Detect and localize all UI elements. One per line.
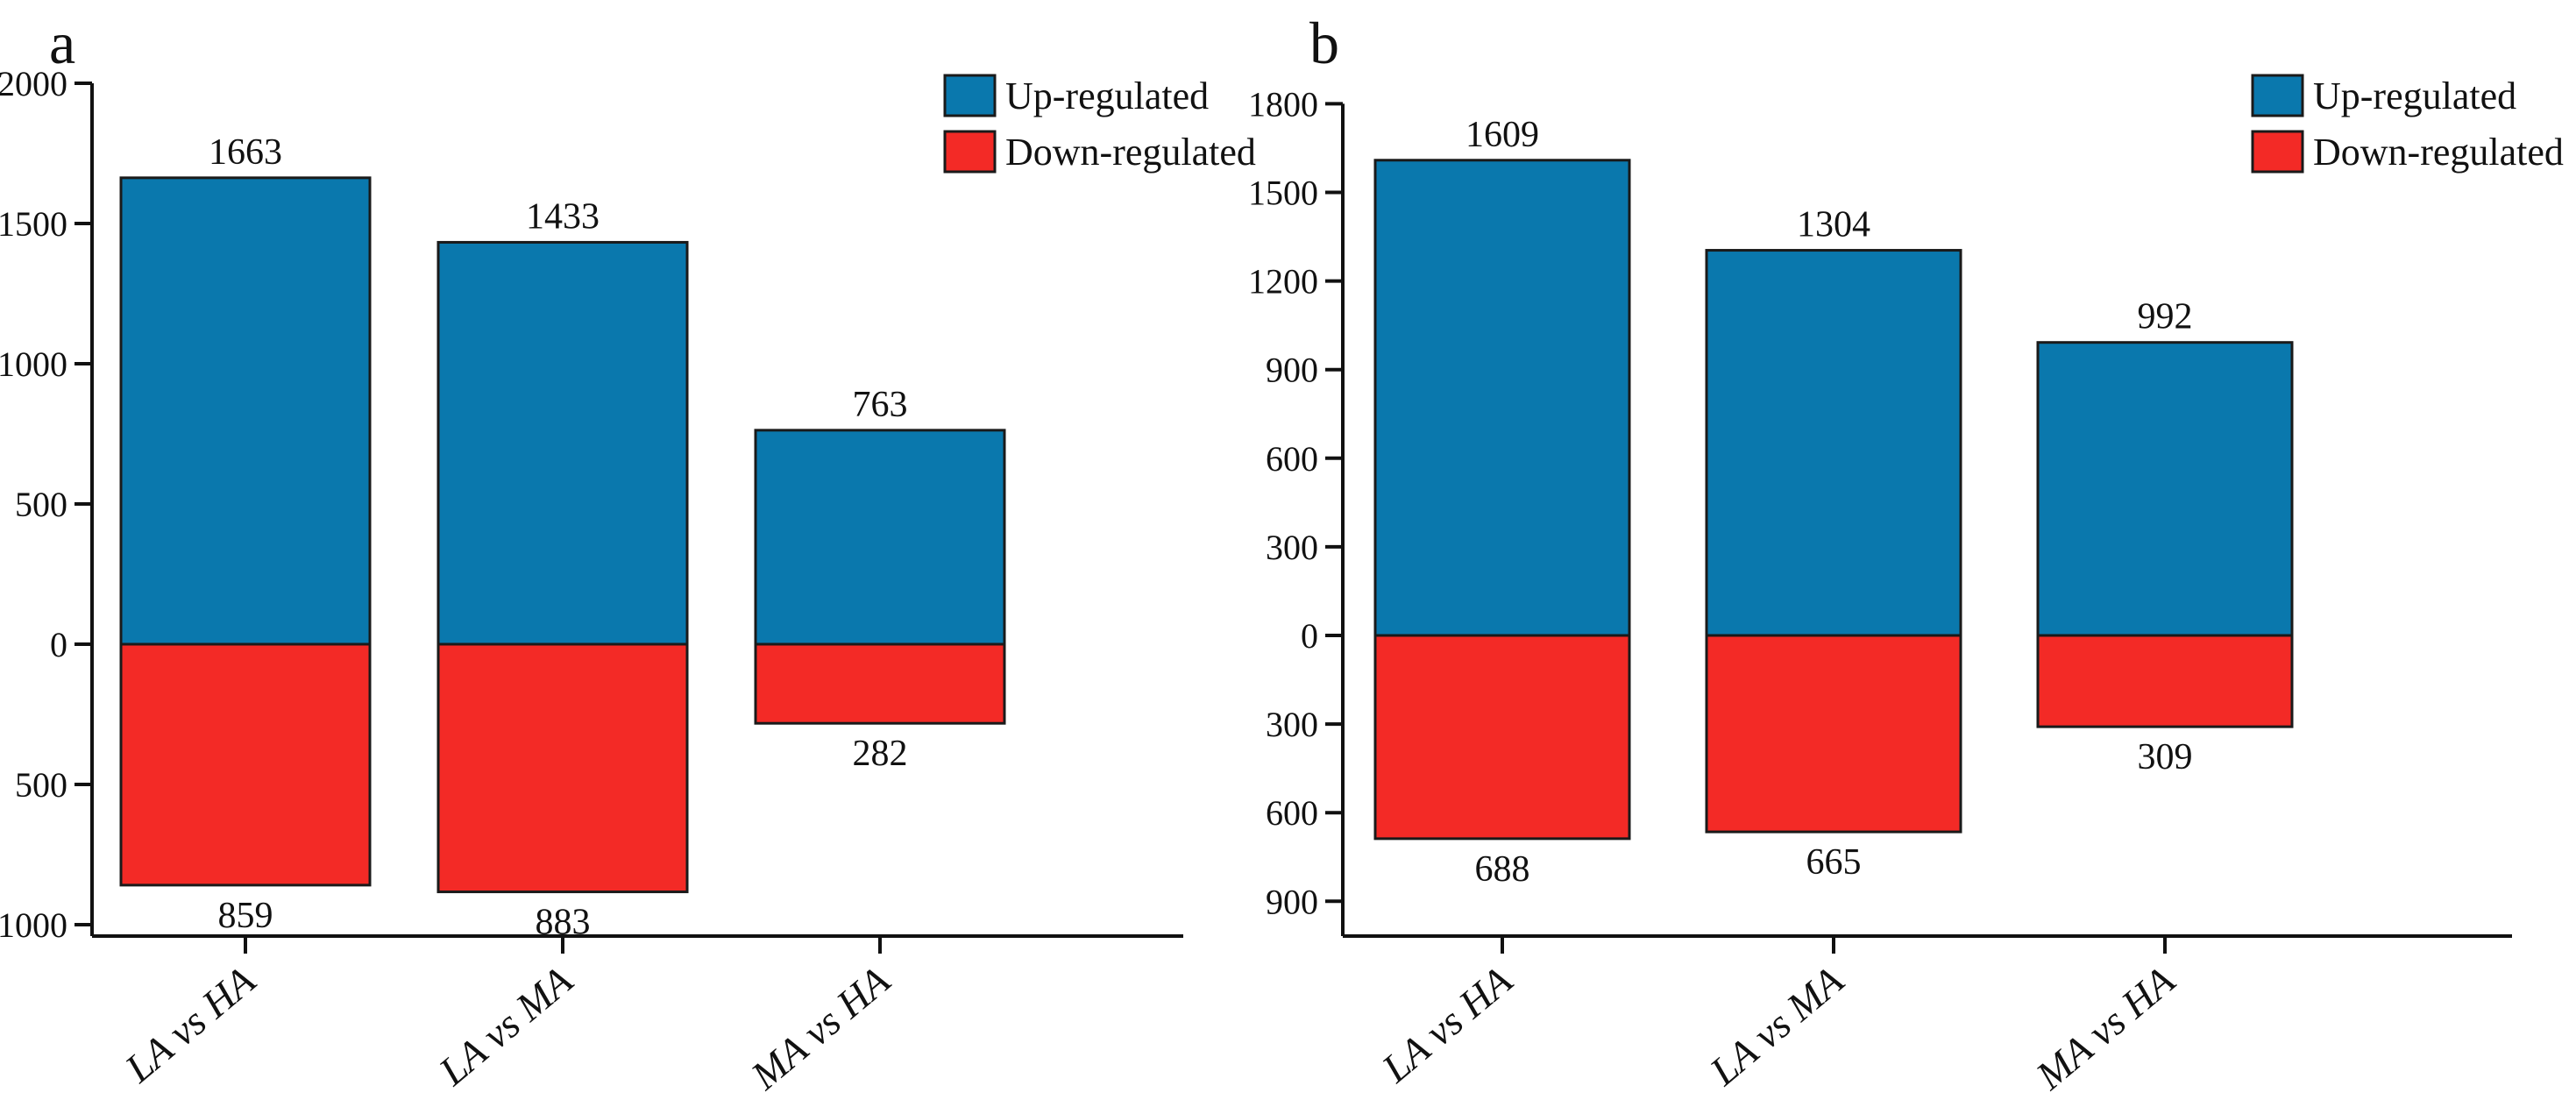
bar-value-down: 282 xyxy=(853,734,908,774)
x-category-label: MA vs HA xyxy=(2027,957,2183,1098)
bar-value-up: 992 xyxy=(2138,297,2193,337)
bar-value-down: 859 xyxy=(218,896,273,936)
x-category-label: MA vs HA xyxy=(742,957,898,1098)
bar-up-ma-vs-ha xyxy=(2036,341,2294,637)
x-category-label: LA vs MA xyxy=(1701,957,1853,1094)
bar-value-down: 309 xyxy=(2138,737,2193,777)
y-tick-label: 500 xyxy=(15,485,67,524)
y-tick-label: 600 xyxy=(1266,439,1318,479)
bar-value-up: 1609 xyxy=(1465,115,1539,155)
legend-label: Up-regulated xyxy=(1005,75,1209,117)
bar-up-la-vs-ha xyxy=(1373,159,1631,637)
y-tick-label: 2000 xyxy=(0,64,67,103)
y-tick-label: 1000 xyxy=(0,905,67,945)
bar-down-ma-vs-ha xyxy=(754,642,1006,725)
y-tick-label: 1200 xyxy=(1248,262,1318,302)
y-tick-label: 0 xyxy=(1301,616,1318,656)
legend-label: Down-regulated xyxy=(1005,131,1256,174)
panel-label-b: b xyxy=(1309,10,1339,76)
y-tick-label: 500 xyxy=(15,765,67,805)
x-category-label: LA vs MA xyxy=(430,957,582,1094)
legend-label: Up-regulated xyxy=(2313,75,2516,117)
legend-swatch-up-regulated xyxy=(943,74,997,117)
bar-down-la-vs-ma xyxy=(436,642,689,894)
y-tick-label: 300 xyxy=(1266,528,1318,567)
y-tick-label: 600 xyxy=(1266,793,1318,833)
bar-up-la-vs-ha xyxy=(119,176,372,646)
y-tick-label: 0 xyxy=(50,625,67,664)
y-tick-label: 900 xyxy=(1266,351,1318,390)
legend-swatch-down-regulated xyxy=(2251,130,2304,174)
bar-down-la-vs-ma xyxy=(1705,634,1962,834)
panel-label-a: a xyxy=(49,10,75,76)
y-tick-label: 900 xyxy=(1266,882,1318,921)
bar-value-up: 1304 xyxy=(1797,205,1870,245)
x-category-label: LA vs HA xyxy=(116,957,264,1091)
y-tick-label: 1800 xyxy=(1248,84,1318,124)
bar-value-down: 665 xyxy=(1806,842,1862,883)
bar-down-la-vs-ha xyxy=(1373,634,1631,841)
bar-up-la-vs-ma xyxy=(436,240,689,646)
bar-value-up: 763 xyxy=(853,385,908,425)
y-tick-label: 1500 xyxy=(1248,174,1318,213)
bar-up-la-vs-ma xyxy=(1705,249,1962,637)
y-tick-label: 1000 xyxy=(0,344,67,384)
panel-b: b 1800 1500 1200 900 600 300 0 300 600 900 1609 688 L… xyxy=(1248,10,2564,1098)
y-tick-label: 300 xyxy=(1266,705,1318,744)
bar-up-ma-vs-ha xyxy=(754,429,1006,646)
y-tick-label: 1500 xyxy=(0,204,67,244)
legend-label: Down-regulated xyxy=(2313,131,2564,174)
bar-down-la-vs-ha xyxy=(119,642,372,887)
bar-down-ma-vs-ha xyxy=(2036,634,2294,728)
bar-value-up: 1663 xyxy=(209,132,282,173)
bar-value-down: 883 xyxy=(536,903,591,943)
legend-swatch-up-regulated xyxy=(2251,74,2304,117)
bar-value-up: 1433 xyxy=(526,196,600,237)
bar-value-down: 688 xyxy=(1475,849,1530,890)
x-category-label: LA vs HA xyxy=(1373,957,1521,1091)
legend-swatch-down-regulated xyxy=(943,130,997,174)
